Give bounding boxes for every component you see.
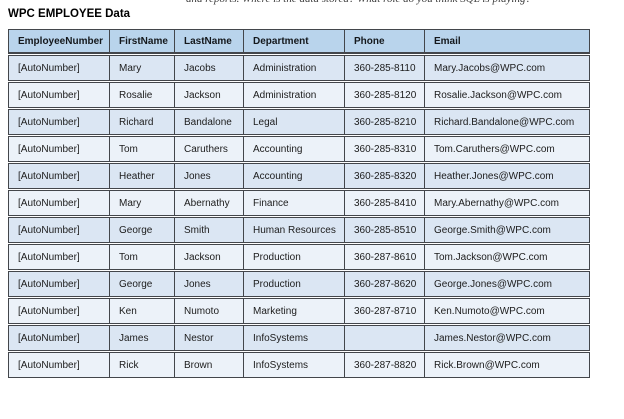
- column-header: Email: [425, 29, 590, 54]
- table-cell: Marketing: [244, 298, 345, 324]
- table-row: [AutoNumber] George Jones Production 360-287…: [8, 271, 590, 297]
- table-cell: Jackson: [175, 82, 244, 108]
- table-cell: [AutoNumber]: [8, 163, 110, 189]
- table-row: [AutoNumber] Rick Brown InfoSystems 360-287-…: [8, 352, 590, 378]
- table-cell: 360-285-8310: [345, 136, 425, 162]
- table-row: [AutoNumber] Tom Jackson Production 360-287-…: [8, 244, 590, 270]
- table-cell: 360-287-8710: [345, 298, 425, 324]
- table-row: [AutoNumber] Tom Caruthers Accounting 360-28…: [8, 136, 590, 162]
- table-cell: George: [110, 217, 175, 243]
- table-cell: Legal: [244, 109, 345, 135]
- table-cell: Rick: [110, 352, 175, 378]
- table-cell: [AutoNumber]: [8, 109, 110, 135]
- table-cell: James.Nestor@WPC.com: [425, 325, 590, 351]
- table-row: [AutoNumber] George Smith Human Resources 36…: [8, 217, 590, 243]
- table-cell: Administration: [244, 82, 345, 108]
- table-cell: Rick.Brown@WPC.com: [425, 352, 590, 378]
- table-cell: Mary: [110, 190, 175, 216]
- table-cell: 360-285-8110: [345, 55, 425, 81]
- table-cell: [AutoNumber]: [8, 82, 110, 108]
- table-row: [AutoNumber] Mary Jacobs Administration 360-…: [8, 55, 590, 81]
- table-cell: Bandalone: [175, 109, 244, 135]
- table-cell: [AutoNumber]: [8, 271, 110, 297]
- table-cell: James: [110, 325, 175, 351]
- table-cell: 360-287-8820: [345, 352, 425, 378]
- column-header: Phone: [345, 29, 425, 54]
- table-cell: Production: [244, 244, 345, 270]
- table-cell: Rosalie.Jackson@WPC.com: [425, 82, 590, 108]
- column-header: EmployeeNumber: [8, 29, 110, 54]
- table-cell: [345, 325, 425, 351]
- figure-title: WPC EMPLOYEE Data: [8, 8, 131, 20]
- table-cell: Jacobs: [175, 55, 244, 81]
- table-cell: Abernathy: [175, 190, 244, 216]
- table-cell: Tom.Jackson@WPC.com: [425, 244, 590, 270]
- table-cell: Brown: [175, 352, 244, 378]
- table-cell: [AutoNumber]: [8, 298, 110, 324]
- table-row: [AutoNumber] Richard Bandalone Legal 360-285…: [8, 109, 590, 135]
- table-cell: InfoSystems: [244, 352, 345, 378]
- table-cell: 360-287-8620: [345, 271, 425, 297]
- table-cell: Mary.Abernathy@WPC.com: [425, 190, 590, 216]
- table-cell: Jones: [175, 271, 244, 297]
- table-cell: Tom: [110, 244, 175, 270]
- table-cell: Caruthers: [175, 136, 244, 162]
- table-row: [AutoNumber] Heather Jones Accounting 360-28…: [8, 163, 590, 189]
- table-cell: 360-285-8510: [345, 217, 425, 243]
- table-cell: Human Resources: [244, 217, 345, 243]
- column-header: Department: [244, 29, 345, 54]
- column-header: LastName: [175, 29, 244, 54]
- table-cell: Heather.Jones@WPC.com: [425, 163, 590, 189]
- table-cell: 360-285-8210: [345, 109, 425, 135]
- clipped-paragraph-text: and reports. Where is the data stored? W…: [186, 0, 531, 5]
- table-cell: Jackson: [175, 244, 244, 270]
- table-cell: Nestor: [175, 325, 244, 351]
- table-cell: Mary: [110, 55, 175, 81]
- table-cell: Ken.Numoto@WPC.com: [425, 298, 590, 324]
- table-header-row: EmployeeNumber FirstName LastName Departmen…: [8, 29, 590, 54]
- table-cell: George.Jones@WPC.com: [425, 271, 590, 297]
- table-cell: 360-285-8320: [345, 163, 425, 189]
- table-cell: Accounting: [244, 136, 345, 162]
- table-cell: Smith: [175, 217, 244, 243]
- table-cell: InfoSystems: [244, 325, 345, 351]
- table-cell: 360-285-8120: [345, 82, 425, 108]
- table-cell: Heather: [110, 163, 175, 189]
- table-cell: Richard: [110, 109, 175, 135]
- table-cell: [AutoNumber]: [8, 55, 110, 81]
- table-row: [AutoNumber] James Nestor InfoSystems James.…: [8, 325, 590, 351]
- column-header: FirstName: [110, 29, 175, 54]
- table-cell: [AutoNumber]: [8, 352, 110, 378]
- table-cell: 360-285-8410: [345, 190, 425, 216]
- table-cell: [AutoNumber]: [8, 244, 110, 270]
- table-cell: Numoto: [175, 298, 244, 324]
- table-cell: [AutoNumber]: [8, 325, 110, 351]
- table-cell: Accounting: [244, 163, 345, 189]
- table-cell: Ken: [110, 298, 175, 324]
- table-cell: [AutoNumber]: [8, 136, 110, 162]
- table-row: [AutoNumber] Mary Abernathy Finance 360-285-…: [8, 190, 590, 216]
- table-cell: Jones: [175, 163, 244, 189]
- table-cell: Tom: [110, 136, 175, 162]
- table-cell: Rosalie: [110, 82, 175, 108]
- table-cell: Richard.Bandalone@WPC.com: [425, 109, 590, 135]
- table-row: [AutoNumber] Rosalie Jackson Administration…: [8, 82, 590, 108]
- table-cell: [AutoNumber]: [8, 190, 110, 216]
- table-cell: 360-287-8610: [345, 244, 425, 270]
- table-row: [AutoNumber] Ken Numoto Marketing 360-287-87…: [8, 298, 590, 324]
- table-body: [AutoNumber] Mary Jacobs Administration 360-…: [8, 55, 590, 378]
- table-cell: Finance: [244, 190, 345, 216]
- table-cell: Tom.Caruthers@WPC.com: [425, 136, 590, 162]
- table-cell: George: [110, 271, 175, 297]
- table-cell: Administration: [244, 55, 345, 81]
- table-cell: George.Smith@WPC.com: [425, 217, 590, 243]
- table-cell: [AutoNumber]: [8, 217, 110, 243]
- table-cell: Mary.Jacobs@WPC.com: [425, 55, 590, 81]
- employee-table: EmployeeNumber FirstName LastName Departmen…: [8, 28, 590, 379]
- table-cell: Production: [244, 271, 345, 297]
